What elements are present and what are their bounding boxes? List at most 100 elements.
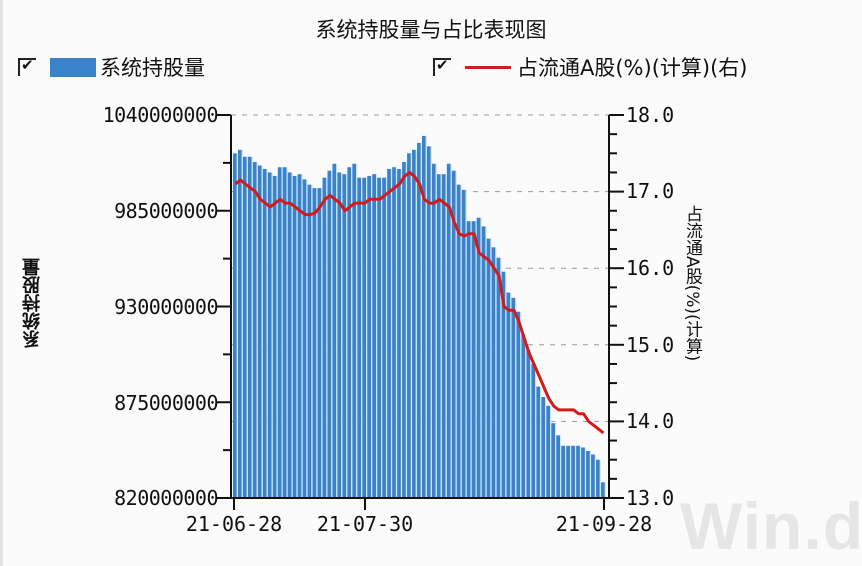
bar-gap <box>341 172 343 498</box>
bar <box>516 311 521 498</box>
bar <box>407 153 411 499</box>
bar-gap <box>584 447 587 498</box>
bar <box>233 153 237 499</box>
bar-gap <box>361 177 363 498</box>
bar-gap <box>256 162 258 498</box>
bar <box>436 174 441 498</box>
bar-gap <box>475 221 477 499</box>
watermark-logo: Win.d <box>680 489 862 563</box>
bar-gap <box>385 177 388 498</box>
right-axis-title: 占流通A股(%)(计算) <box>682 205 702 362</box>
bar <box>461 189 466 499</box>
bar <box>466 221 471 499</box>
bar-gap <box>420 142 422 498</box>
bar <box>521 334 526 498</box>
bar <box>476 217 481 499</box>
bar <box>456 184 461 499</box>
bar-gap <box>306 179 308 498</box>
bar <box>491 247 496 498</box>
bar-gap <box>505 271 507 498</box>
bar <box>277 167 282 498</box>
bar <box>431 163 436 498</box>
legend-item-ratio[interactable]: 占流通A股(%)(计算)(右) <box>433 52 747 82</box>
bar <box>566 445 570 498</box>
bar-gap <box>604 482 606 498</box>
bar <box>372 174 377 498</box>
bar <box>581 447 585 498</box>
bar <box>546 405 551 498</box>
right-tick-label: 15.0 <box>626 333 675 357</box>
bar-gap <box>485 226 487 498</box>
bar-gap <box>579 445 582 498</box>
bar <box>417 142 421 498</box>
bar-gap <box>351 167 353 498</box>
bar-gap <box>405 162 408 498</box>
x-tick-label: 21-09-28 <box>555 512 653 536</box>
bar-gap <box>465 189 467 499</box>
bar-gap <box>326 177 328 498</box>
bar-gap <box>246 156 248 499</box>
bar-gap <box>545 397 547 498</box>
bar <box>247 156 252 499</box>
bar <box>287 172 292 498</box>
bar <box>526 350 531 498</box>
legend-label-holdings: 系统持股量 <box>100 56 205 80</box>
bar <box>556 435 561 498</box>
bar <box>252 162 257 498</box>
bar <box>571 445 575 498</box>
bar <box>337 172 342 498</box>
bar-gap <box>286 167 288 498</box>
bar-gap <box>400 168 403 498</box>
bar-gap <box>356 163 358 498</box>
bar <box>272 175 277 498</box>
legend-item-holdings[interactable]: 系统持股量 <box>18 52 205 82</box>
checkbox-ratio[interactable] <box>433 56 451 76</box>
bar-gap <box>301 174 303 498</box>
bar-gap <box>390 168 393 498</box>
left-axis-title: 系统持股量 <box>22 258 43 348</box>
bar-gap <box>336 163 338 498</box>
bar <box>421 135 426 498</box>
bar-gap <box>241 149 243 498</box>
bar <box>496 257 501 498</box>
bar <box>377 177 381 498</box>
bar-gap <box>525 334 527 498</box>
bar-gap <box>311 184 313 499</box>
bar-gap <box>415 149 418 498</box>
bar <box>347 167 352 498</box>
bar-gap <box>490 238 492 498</box>
bar <box>426 146 431 498</box>
bar-gap <box>560 435 562 498</box>
bar-gap <box>510 292 512 498</box>
bar-gap <box>296 175 298 498</box>
bar-gap <box>261 165 263 498</box>
bar-gap <box>569 445 572 498</box>
ratio-line <box>234 170 605 435</box>
bar <box>501 271 506 498</box>
bar <box>327 170 332 498</box>
bar-gap <box>574 445 577 498</box>
bar-gap <box>460 184 462 499</box>
bar-gap <box>555 423 557 498</box>
bar <box>591 454 595 498</box>
x-tick-label: 21-07-30 <box>316 512 414 536</box>
bar-gap <box>500 257 502 498</box>
right-tick-label: 13.0 <box>626 486 675 510</box>
bar-gap <box>540 386 542 498</box>
bar-gap <box>376 174 378 498</box>
bar-gap <box>276 175 278 498</box>
left-tick-label: 930000000 <box>114 295 218 319</box>
bar-gap <box>520 311 522 498</box>
bar-gap <box>281 167 283 498</box>
bar-gap <box>535 363 537 498</box>
bar <box>601 482 605 498</box>
bar <box>302 179 307 498</box>
bar-gap <box>316 188 318 499</box>
bar <box>531 363 536 498</box>
bar <box>506 292 511 498</box>
bar-gap <box>425 135 427 498</box>
checkbox-holdings[interactable] <box>18 56 36 76</box>
bar-gap <box>495 247 497 498</box>
left-tick-label: 985000000 <box>114 199 218 223</box>
